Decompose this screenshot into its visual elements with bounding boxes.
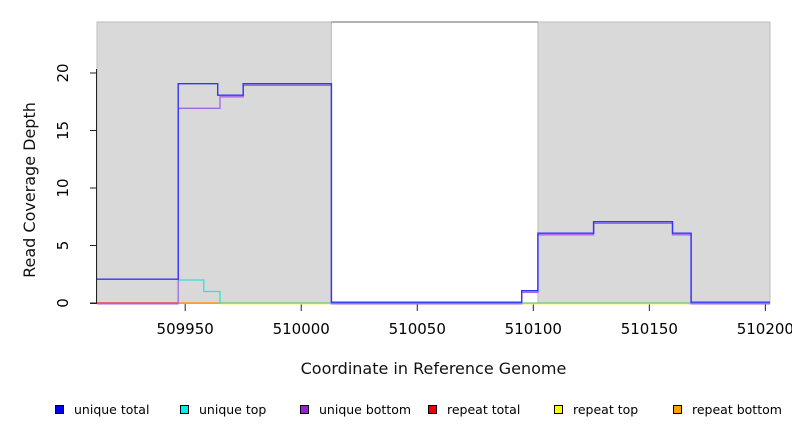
x-tick-label: 510050 bbox=[389, 320, 446, 338]
y-tick-label: 0 bbox=[54, 298, 72, 308]
y-tick-label: 15 bbox=[54, 121, 72, 140]
legend-label: repeat bottom bbox=[692, 401, 782, 417]
x-tick-label: 510100 bbox=[505, 320, 562, 338]
legend-swatch-icon bbox=[300, 404, 309, 414]
coverage-chart: 509950 510000 510050 510100 510150 510200 0 5 10… bbox=[54, 21, 792, 338]
legend-swatch-icon bbox=[673, 404, 682, 414]
legend-item-repeat-top: repeat top bbox=[554, 401, 638, 417]
legend-item-unique-bottom: unique bottom bbox=[300, 401, 411, 417]
y-tick-label: 5 bbox=[54, 241, 72, 251]
legend-swatch-icon bbox=[180, 404, 189, 414]
legend-item-unique-total: unique total bbox=[55, 401, 149, 417]
legend-label: unique top bbox=[199, 401, 267, 417]
x-tick-label: 509950 bbox=[157, 320, 214, 338]
x-tick-label: 510000 bbox=[273, 320, 330, 338]
shaded-region-2 bbox=[537, 21, 771, 304]
unique-top-line bbox=[178, 279, 221, 303]
legend-swatch-icon bbox=[428, 404, 437, 414]
shaded-region-1 bbox=[96, 21, 332, 304]
y-axis-title: Read Coverage Depth bbox=[20, 102, 39, 278]
chart-legend: unique total unique top unique bottom repea… bbox=[0, 401, 792, 421]
y-tick-label: 10 bbox=[54, 178, 72, 197]
x-tick-label: 510200 bbox=[737, 320, 792, 338]
legend-label: unique total bbox=[74, 401, 150, 417]
x-axis-title: Coordinate in Reference Genome bbox=[300, 359, 567, 378]
y-tick-label: 20 bbox=[54, 63, 72, 82]
legend-item-repeat-bottom: repeat bottom bbox=[673, 401, 782, 417]
legend-label: repeat total bbox=[447, 401, 521, 417]
legend-label: unique bottom bbox=[319, 401, 412, 417]
unique-total-line bbox=[97, 83, 770, 303]
x-tick-label: 510150 bbox=[621, 320, 678, 338]
legend-swatch-icon bbox=[554, 404, 563, 414]
legend-label: repeat top bbox=[573, 401, 639, 417]
legend-item-unique-top: unique top bbox=[180, 401, 266, 417]
legend-item-repeat-total: repeat total bbox=[428, 401, 520, 417]
legend-swatch-icon bbox=[55, 404, 64, 414]
